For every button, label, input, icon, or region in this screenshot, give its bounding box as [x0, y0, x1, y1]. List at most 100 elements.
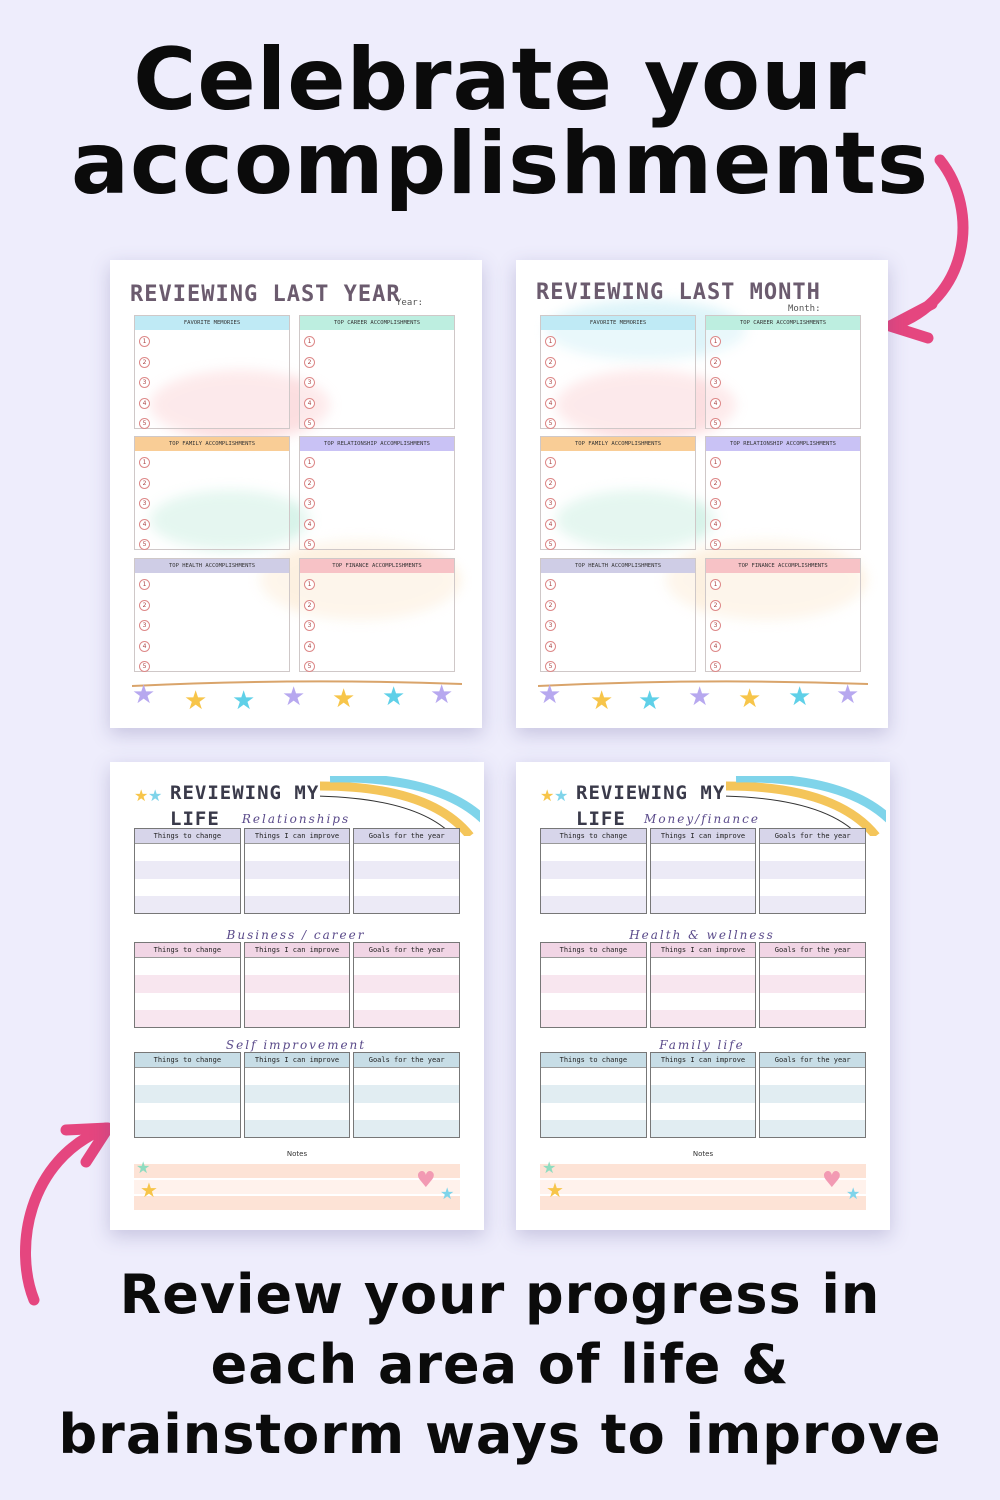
number-badge: 2	[139, 477, 150, 489]
number-badge: 5	[710, 661, 721, 672]
section-title: Relationships	[241, 812, 351, 826]
notes-line	[540, 1164, 866, 1178]
headline-top-line-1: Celebrate your	[133, 30, 867, 130]
star-icon: ★	[540, 786, 555, 805]
column-header: Goals for the year	[760, 829, 866, 844]
table-column: Goals for the year	[353, 828, 461, 914]
number-badge: 1	[304, 579, 315, 590]
business-career-grid: Things to change Things I can improve Go…	[134, 942, 461, 1028]
career-accomplishments-box: TOP CAREER ACCOMPLISHMENTS 1 2 3 4 5	[299, 315, 455, 429]
number-badge: 5	[304, 539, 315, 550]
number-badge: 2	[710, 599, 721, 611]
star-icon: ★	[184, 686, 208, 716]
number-badge: 3	[545, 377, 556, 388]
star-icon: ★	[382, 682, 406, 712]
number-badge: 4	[545, 640, 556, 652]
number-badge: 3	[139, 620, 150, 631]
number-badge: 5	[710, 418, 721, 429]
number-badge: 1	[139, 336, 150, 347]
number-badge: 5	[710, 539, 721, 550]
printable-page-review-life-2: ★ ★ REVIEWING MY LIFE Money/finance Thin…	[516, 762, 890, 1230]
section-title: Health & wellness	[629, 928, 775, 942]
star-garland: ★ ★ ★ ★ ★ ★ ★	[132, 678, 462, 718]
number-badge: 1	[545, 457, 556, 468]
box-header: FAVORITE MEMORIES	[541, 316, 695, 330]
star-garland: ★ ★ ★ ★ ★ ★ ★	[538, 678, 868, 718]
star-icon: ★	[140, 1178, 158, 1202]
number-badge: 2	[304, 477, 315, 489]
star-icon: ★	[688, 682, 712, 712]
number-badge: 5	[304, 418, 315, 429]
star-icon: ★	[232, 686, 256, 716]
box-header: TOP FINANCE ACCOMPLISHMENTS	[300, 559, 454, 573]
number-badge: 3	[304, 620, 315, 631]
table-column: Goals for the year	[353, 1052, 461, 1138]
number-badge: 4	[139, 640, 150, 652]
star-icon: ★	[430, 680, 454, 710]
curved-arrow-icon	[884, 154, 969, 344]
number-badge: 3	[545, 498, 556, 509]
finance-accomplishments-box: TOP FINANCE ACCOMPLISHMENTS 1 2 3 4 5	[299, 558, 455, 672]
number-badge: 3	[304, 377, 315, 388]
star-icon: ★	[148, 786, 163, 805]
column-header: Things I can improve	[244, 943, 350, 958]
box-header: TOP FINANCE ACCOMPLISHMENTS	[706, 559, 860, 573]
headline-bottom-line-2: each area of life &	[210, 1333, 790, 1396]
money-finance-grid: Things to change Things I can improve Go…	[540, 828, 867, 914]
table-column: Things I can improve	[649, 1052, 757, 1138]
number-badge: 1	[545, 336, 556, 347]
star-icon: ★	[788, 682, 812, 712]
column-header: Goals for the year	[354, 829, 460, 844]
star-icon: ★	[332, 684, 356, 714]
number-badge: 1	[545, 579, 556, 590]
section-title: Family life	[659, 1038, 745, 1052]
number-badge: 5	[139, 539, 150, 550]
star-icon: ★	[134, 786, 149, 805]
title-line-2: LIFE	[576, 808, 626, 830]
heart-icon: ♥	[416, 1168, 436, 1193]
column-header: Goals for the year	[760, 943, 866, 958]
number-badge: 3	[710, 498, 721, 509]
box-header: TOP CAREER ACCOMPLISHMENTS	[706, 316, 860, 330]
number-badge: 1	[710, 336, 721, 347]
table-column: Goals for the year	[759, 828, 867, 914]
notes-line	[134, 1164, 460, 1178]
number-badge: 1	[139, 579, 150, 590]
number-badge: 1	[139, 457, 150, 468]
number-badge: 2	[304, 599, 315, 611]
watercolor-wash	[546, 300, 746, 360]
box-header: TOP RELATIONSHIP ACCOMPLISHMENTS	[706, 437, 860, 451]
rainbow-decoration	[726, 776, 886, 836]
health-accomplishments-box: TOP HEALTH ACCOMPLISHMENTS 1 2 3 4 5	[134, 558, 290, 672]
column-header: Goals for the year	[354, 1053, 460, 1068]
number-badge: 4	[545, 397, 556, 409]
printable-page-last-year: REVIEWING LAST YEAR Year: FAVORITE MEMOR…	[110, 260, 482, 728]
number-badge: 2	[139, 356, 150, 368]
family-life-grid: Things to change Things I can improve Go…	[540, 1052, 867, 1138]
table-column: Things to change	[540, 828, 647, 914]
number-badge: 5	[545, 539, 556, 550]
number-badge: 2	[710, 356, 721, 368]
column-header: Things I can improve	[244, 1053, 350, 1068]
page-title: REVIEWING LAST MONTH	[536, 280, 821, 305]
notes-line	[134, 1180, 460, 1194]
table-column: Things to change	[540, 1052, 647, 1138]
health-wellness-grid: Things to change Things I can improve Go…	[540, 942, 867, 1028]
box-header: TOP CAREER ACCOMPLISHMENTS	[300, 316, 454, 330]
star-icon: ★	[638, 686, 662, 716]
headline-bottom: Review your progress in each area of lif…	[0, 1260, 1000, 1470]
notes-label: Notes	[692, 1150, 714, 1158]
star-icon: ★	[554, 786, 569, 805]
title-line-1: REVIEWING MY	[576, 782, 726, 804]
number-badge: 4	[139, 518, 150, 530]
number-badge: 2	[710, 477, 721, 489]
number-badge: 5	[545, 418, 556, 429]
number-badge: 5	[304, 661, 315, 672]
column-header: Things to change	[135, 1053, 240, 1068]
headline-bottom-line-1: Review your progress in	[119, 1263, 881, 1326]
number-badge: 2	[139, 599, 150, 611]
table-column: Goals for the year	[759, 1052, 867, 1138]
watercolor-wash	[556, 490, 716, 550]
number-badge: 4	[710, 518, 721, 530]
number-badge: 5	[139, 661, 150, 672]
